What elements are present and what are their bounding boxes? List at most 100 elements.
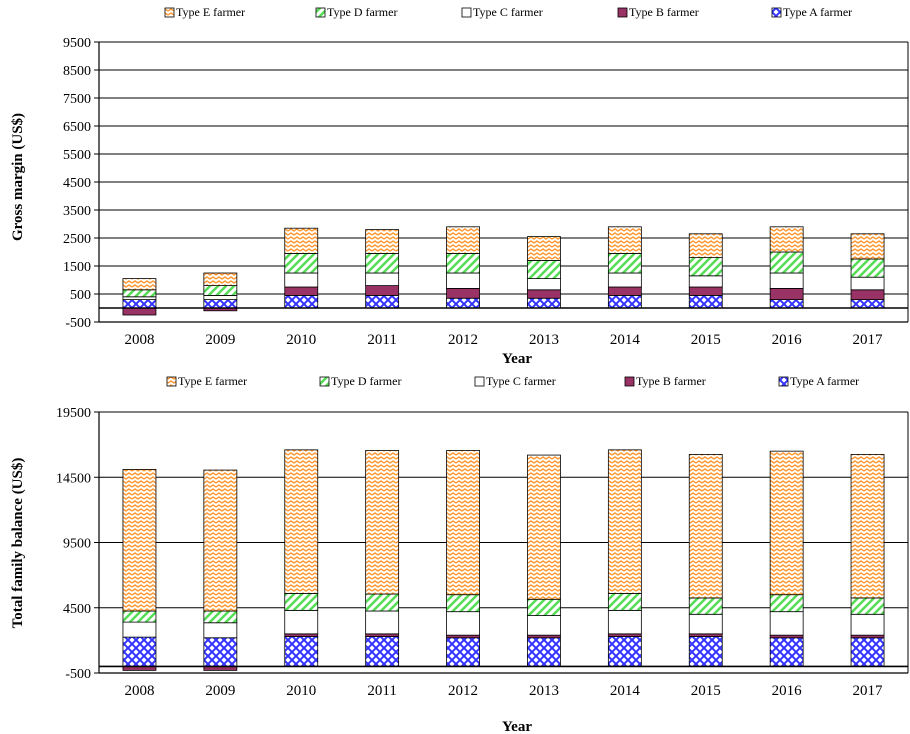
bar-type-d-farmer-2011: [365, 252, 400, 274]
legend-swatch-type-b-farmer: [624, 376, 635, 387]
bar-type-d-farmer-2010: [284, 592, 319, 611]
legend-swatch-type-a-farmer: [778, 376, 789, 387]
y-tick-label: 9500: [63, 537, 91, 552]
y-tick-label: 1500: [63, 260, 91, 275]
legend-label-type-a-farmer: Type A farmer: [790, 374, 859, 388]
bar-type-e-farmer-2009: [203, 469, 238, 612]
bar-type-a-farmer-2016: [769, 299, 804, 309]
x-tick-label: 2011: [367, 683, 396, 699]
bar-type-c-farmer-2014: [607, 609, 642, 635]
x-tick-labels: 2008 2009 2010 2011 2012 2013 2014 2015 2016 2017: [124, 683, 883, 699]
bar-type-d-farmer-2015: [688, 597, 723, 615]
x-axis-title: Year: [502, 719, 532, 734]
bar-type-d-farmer-2011: [365, 593, 400, 612]
bar-type-b-farmer-2010: [284, 286, 319, 296]
total-family-balance-chart: Type E farmer Type D farmer Type C farmer T…: [10, 374, 909, 734]
bar-type-a-farmer-2010: [284, 294, 319, 309]
bar-type-d-farmer-2008: [122, 289, 157, 298]
gross-margin-chart: Type E farmer Type D farmer Type C farmer T…: [10, 5, 909, 367]
bar-type-c-farmer-2008: [122, 296, 157, 300]
x-tick-labels: 2008 2009 2010 2011 2012 2013 2014 2015 2016 2017: [124, 332, 883, 348]
legend-swatch-type-c-farmer: [461, 7, 472, 18]
bar-type-a-farmer-2009: [203, 637, 238, 667]
legend-label-type-e-farmer: Type E farmer: [178, 374, 247, 388]
bar-type-b-farmer-2011: [365, 285, 400, 296]
bar-type-c-farmer-2010: [284, 272, 319, 288]
y-tick-label: 7500: [63, 92, 91, 107]
x-tick-label: 2013: [529, 683, 559, 699]
y-tick-label: 9500: [63, 36, 91, 51]
x-tick-label: 2011: [367, 332, 396, 348]
bar-type-c-farmer-2012: [446, 272, 480, 289]
legend-swatch-type-e-farmer: [164, 7, 175, 18]
x-tick-label: 2012: [448, 683, 478, 699]
bars: [122, 226, 885, 316]
bar-type-a-farmer-2012: [446, 637, 480, 667]
bar-type-e-farmer-2015: [688, 454, 723, 599]
x-tick-label: 2009: [205, 683, 235, 699]
bar-type-e-farmer-2014: [607, 449, 642, 594]
x-tick-label: 2014: [610, 683, 641, 699]
bar-type-a-farmer-2011: [365, 636, 400, 667]
bar-type-a-farmer-2013: [527, 297, 561, 309]
bar-type-d-farmer-2016: [769, 251, 804, 274]
bar-type-d-farmer-2012: [446, 594, 480, 613]
bar-type-e-farmer-2012: [446, 450, 480, 596]
bar-type-e-farmer-2011: [365, 450, 400, 595]
y-tick-label: 6500: [63, 120, 91, 135]
bar-type-a-farmer-2008: [122, 636, 157, 667]
y-tick-label: -500: [65, 667, 91, 682]
bar-type-d-farmer-2015: [688, 257, 723, 277]
y-tick-label: 500: [70, 288, 91, 303]
bar-type-e-farmer-2017: [850, 454, 885, 599]
bar-type-e-farmer-2011: [365, 229, 400, 254]
bar-type-c-farmer-2013: [527, 278, 561, 291]
bar-type-a-farmer-2015: [688, 294, 723, 309]
bar-type-d-farmer-2009: [203, 610, 238, 624]
axes: [98, 412, 909, 674]
bar-type-a-farmer-2012: [446, 297, 480, 309]
bar-type-d-farmer-2017: [850, 258, 885, 278]
x-tick-label: 2008: [124, 332, 154, 348]
x-tick-label: 2013: [529, 332, 559, 348]
bar-type-c-farmer-2008: [122, 621, 157, 638]
legend-label-type-c-farmer: Type C farmer: [486, 374, 556, 388]
x-tick-label: 2008: [124, 683, 154, 699]
bar-type-b-farmer-2016: [769, 287, 804, 300]
bar-type-b-farmer-2015: [688, 286, 723, 296]
legend: Type E farmer Type D farmer Type C farmer T…: [166, 374, 859, 388]
x-axis-title: Year: [502, 351, 532, 367]
bar-type-e-farmer-2009: [203, 272, 238, 287]
legend-label-type-d-farmer: Type D farmer: [327, 5, 397, 19]
y-tick-label: 4500: [63, 176, 91, 191]
x-tick-label: 2017: [853, 332, 884, 348]
bar-type-c-farmer-2013: [527, 615, 561, 636]
bar-type-d-farmer-2016: [769, 594, 804, 613]
legend-swatch-type-d-farmer: [315, 7, 326, 18]
bar-type-e-farmer-2013: [527, 236, 561, 261]
x-tick-label: 2015: [691, 683, 721, 699]
bar-type-d-farmer-2014: [607, 592, 642, 611]
legend-swatch-type-c-farmer: [474, 376, 485, 387]
x-tick-label: 2017: [853, 683, 884, 699]
bar-type-a-farmer-2010: [284, 636, 319, 667]
legend-swatch-type-e-farmer: [166, 376, 177, 387]
bar-type-c-farmer-2017: [850, 613, 885, 636]
bar-type-d-farmer-2010: [284, 252, 319, 274]
bar-type-c-farmer-2012: [446, 611, 480, 636]
legend-label-type-d-farmer: Type D farmer: [331, 374, 401, 388]
x-tick-label: 2015: [691, 332, 721, 348]
bar-type-e-farmer-2010: [284, 449, 319, 594]
bar-type-d-farmer-2013: [527, 598, 561, 616]
bar-type-d-farmer-2009: [203, 285, 238, 296]
bar-type-a-farmer-2011: [365, 294, 400, 309]
x-tick-label: 2016: [772, 332, 803, 348]
bar-type-e-farmer-2008: [122, 278, 157, 291]
y-tick-label: 19500: [56, 406, 91, 421]
legend-label-type-a-farmer: Type A farmer: [783, 5, 852, 19]
x-tick-label: 2010: [286, 683, 316, 699]
bar-type-c-farmer-2017: [850, 276, 885, 291]
y-tick-label: 14500: [56, 471, 91, 486]
bar-type-e-farmer-2010: [284, 227, 319, 254]
y-tick-label: 8500: [63, 64, 91, 79]
